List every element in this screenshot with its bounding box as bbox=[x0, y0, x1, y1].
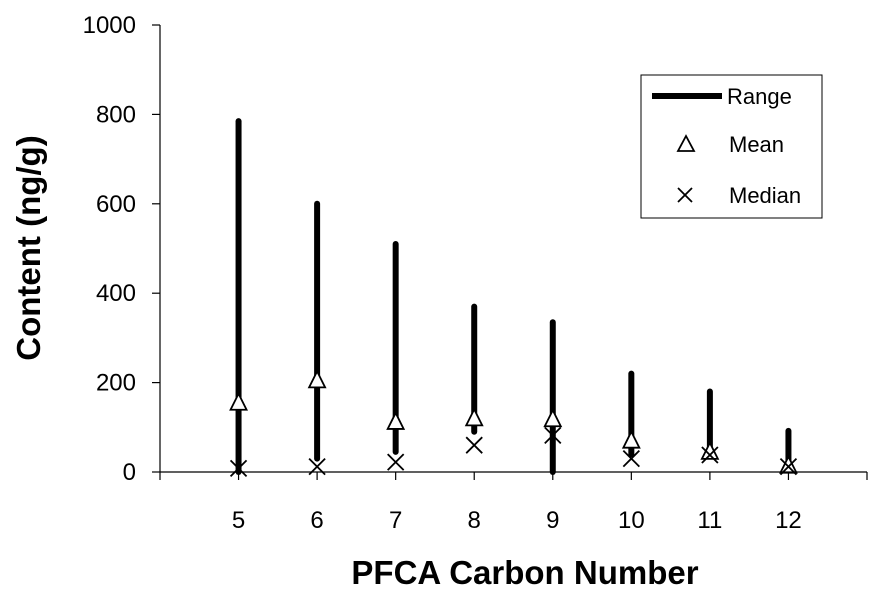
x-tick-label: 10 bbox=[618, 507, 645, 534]
median-marker-stroke bbox=[387, 453, 405, 471]
legend-range-label: Range bbox=[727, 84, 792, 109]
x-tick-label: 5 bbox=[232, 507, 245, 534]
mean-marker bbox=[307, 369, 327, 389]
legend-median-label: Median bbox=[729, 183, 801, 208]
x-axis-title: PFCA Carbon Number bbox=[351, 554, 698, 591]
median-marker-stroke bbox=[465, 436, 483, 454]
x-tick-label: 9 bbox=[546, 507, 559, 534]
median-marker bbox=[701, 446, 719, 464]
median-marker-stroke bbox=[544, 426, 562, 444]
mean-marker bbox=[464, 407, 484, 427]
y-tick-label: 200 bbox=[96, 370, 136, 397]
y-axis-title: Content (ng/g) bbox=[10, 135, 47, 360]
x-tick-label: 8 bbox=[468, 507, 481, 534]
median-marker bbox=[387, 453, 405, 471]
median-marker bbox=[622, 449, 640, 468]
mean-marker bbox=[778, 454, 798, 474]
legend-mean-marker bbox=[676, 134, 696, 152]
median-marker bbox=[544, 426, 562, 444]
x-tick-label: 6 bbox=[310, 507, 323, 534]
mean-marker bbox=[543, 408, 563, 428]
y-tick-label: 800 bbox=[96, 101, 136, 128]
mean-marker bbox=[229, 391, 249, 411]
median-marker-stroke bbox=[701, 446, 719, 464]
y-tick-label: 1000 bbox=[83, 12, 136, 39]
legend: Range Mean Median bbox=[640, 74, 823, 219]
median-marker bbox=[465, 436, 483, 454]
x-tick-label: 11 bbox=[697, 507, 722, 534]
y-tick-label: 600 bbox=[96, 191, 136, 218]
median-marker bbox=[229, 459, 248, 478]
mean-marker bbox=[386, 410, 406, 430]
mean-marker bbox=[621, 429, 641, 449]
y-tick-label: 400 bbox=[96, 280, 136, 307]
x-tick-label: 7 bbox=[389, 507, 402, 534]
mean-marker bbox=[700, 440, 720, 460]
y-tick-label: 0 bbox=[123, 459, 136, 486]
legend-median-marker bbox=[677, 187, 693, 203]
median-marker-stroke bbox=[622, 449, 640, 468]
axes: 0 200 400 600 800 1000 5 6 7 8 9 10 11 12 bbox=[83, 12, 868, 534]
x-tick-label: 12 bbox=[775, 507, 802, 534]
legend-mean-label: Mean bbox=[729, 132, 784, 157]
median-marker-stroke bbox=[229, 459, 248, 478]
